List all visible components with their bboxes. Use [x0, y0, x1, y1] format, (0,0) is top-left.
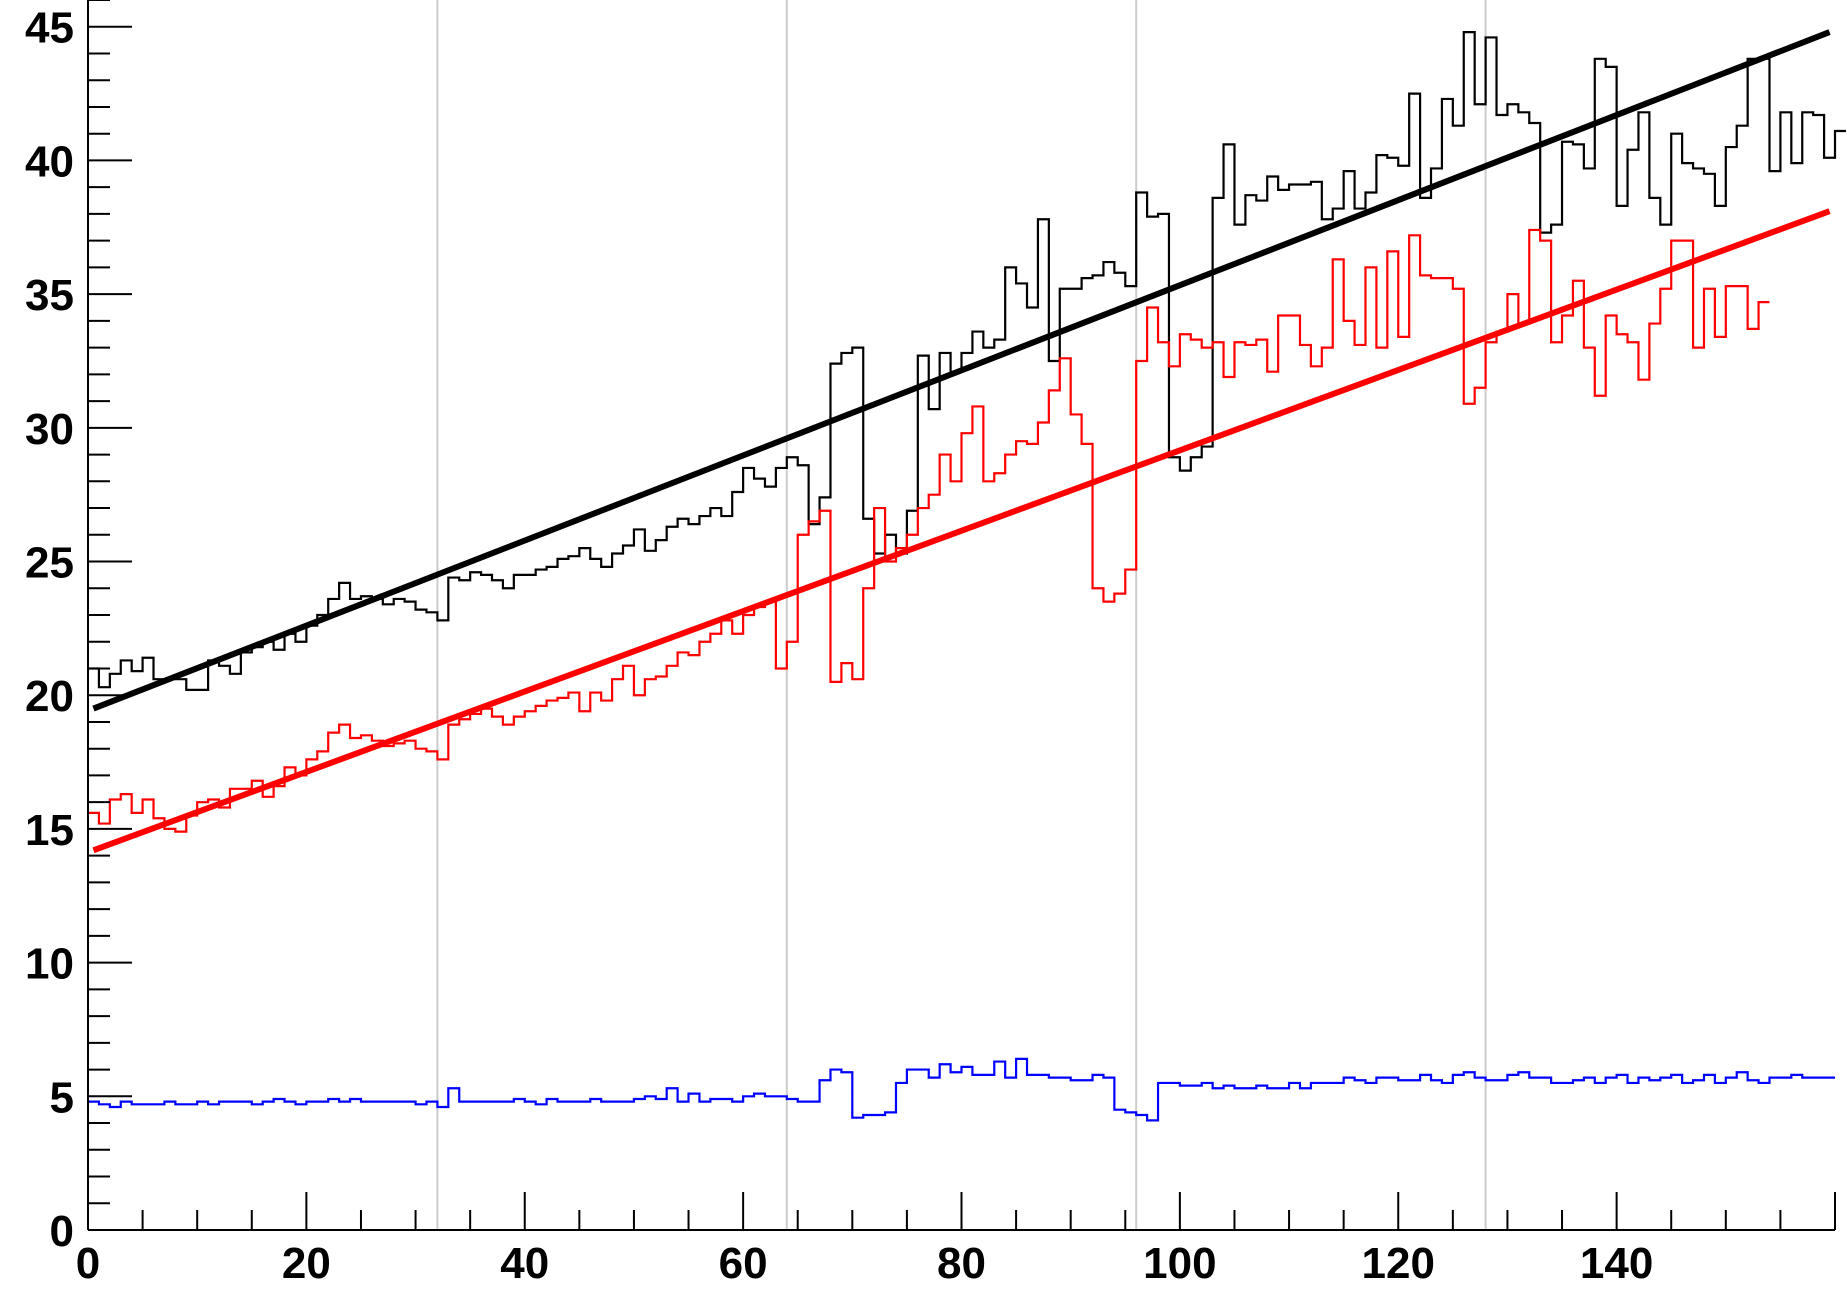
x-tick-label: 120 — [1362, 1239, 1435, 1288]
fit-line-3 — [92, 29, 1831, 712]
y-tick-label: 45 — [25, 4, 74, 53]
step-series-2 — [88, 1057, 1835, 1122]
step-series-0 — [88, 30, 1846, 691]
y-tick-label: 40 — [25, 137, 74, 186]
axes — [87, 0, 1836, 1231]
fit-line-4 — [92, 208, 1831, 854]
y-tick-label: 10 — [25, 940, 74, 989]
x-tick-label: 140 — [1580, 1239, 1653, 1288]
y-tick-label: 15 — [25, 806, 74, 855]
y-tick-label: 25 — [25, 539, 74, 588]
tick-labels: 0 5 10 15 20 25 30 35 40 45 0 20 40 60 80 100 120 140 — [25, 4, 1653, 1288]
y-tick-label: 30 — [25, 405, 74, 454]
x-tick-label: 80 — [937, 1239, 986, 1288]
y-tick-label: 5 — [50, 1073, 74, 1122]
x-tick-label: 0 — [76, 1239, 100, 1288]
step-series-1 — [88, 228, 1770, 833]
y-tick-label: 35 — [25, 271, 74, 320]
x-tick-label: 60 — [719, 1239, 768, 1288]
data-series — [88, 29, 1846, 1122]
x-tick-label: 40 — [500, 1239, 549, 1288]
x-tick-label: 100 — [1143, 1239, 1216, 1288]
y-tick-label: 0 — [50, 1207, 74, 1256]
x-tick-label: 20 — [282, 1239, 331, 1288]
y-tick-label: 20 — [25, 672, 74, 721]
